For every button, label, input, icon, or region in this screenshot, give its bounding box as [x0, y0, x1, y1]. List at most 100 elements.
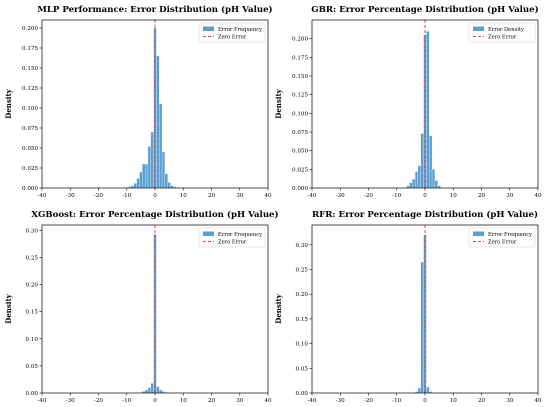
- histogram-bar: [409, 182, 413, 189]
- x-tick-label: -30: [66, 193, 75, 199]
- histogram-bar: [434, 180, 438, 189]
- x-tick-label: 10: [450, 193, 458, 199]
- histogram-bar: [429, 135, 433, 189]
- histogram-bar: [147, 146, 151, 189]
- legend-box: [468, 227, 536, 248]
- histogram-bar: [417, 387, 421, 394]
- x-tick-label: -20: [94, 398, 103, 404]
- x-tick-label: -30: [336, 398, 345, 404]
- y-tick-label: 0.20: [296, 292, 309, 298]
- y-tick-label: 0.050: [22, 146, 38, 152]
- histogram-bar: [156, 386, 160, 394]
- legend-line-label: Zero Error: [218, 35, 247, 41]
- histogram-bar: [133, 183, 137, 189]
- x-tick-label: 30: [506, 398, 514, 404]
- legend-bar-label: Error Density: [488, 27, 524, 33]
- histogram-bar: [159, 389, 163, 394]
- y-tick-label: 0.100: [22, 106, 38, 112]
- chart-title: GBR: Error Percentage Distribution (pH V…: [311, 4, 538, 15]
- y-tick-label: 0.025: [22, 166, 38, 172]
- legend-bar-swatch: [473, 26, 484, 31]
- y-axis-label: Density: [274, 88, 283, 118]
- histogram-bar: [161, 151, 166, 189]
- histogram-bar: [144, 389, 149, 394]
- x-tick-label: 40: [264, 398, 272, 404]
- y-tick-label: 0.175: [22, 46, 38, 52]
- x-tick-label: 40: [534, 193, 542, 199]
- x-tick-label: -10: [392, 398, 401, 404]
- legend-line-label: Zero Error: [218, 240, 247, 246]
- histogram-bar: [167, 182, 171, 189]
- x-tick-label: -40: [307, 193, 316, 199]
- y-tick-label: 0.050: [292, 149, 308, 155]
- x-tick-label: 20: [208, 193, 216, 199]
- y-tick-label: 0.000: [22, 186, 38, 192]
- y-tick-label: 0.15: [26, 310, 39, 316]
- y-tick-label: 0.10: [296, 342, 309, 348]
- legend: Error Frequency Zero Error: [198, 227, 266, 248]
- y-tick-label: 0.125: [22, 86, 38, 92]
- histogram-bar: [159, 103, 163, 189]
- histogram-bar: [164, 173, 168, 189]
- histogram-bar: [150, 383, 154, 394]
- chart-title: MLP Performance: Error Distribution (pH …: [37, 4, 272, 15]
- y-tick-label: 0.00: [26, 391, 39, 397]
- histogram-bar: [136, 178, 140, 189]
- histogram-bar: [414, 171, 419, 189]
- y-tick-label: 0.05: [296, 366, 309, 372]
- legend-bar-swatch: [203, 26, 214, 31]
- y-axis-label: Density: [4, 88, 13, 118]
- x-tick-label: -40: [37, 193, 46, 199]
- legend-box: [198, 22, 266, 43]
- y-tick-label: 0.20: [26, 283, 39, 289]
- y-tick-label: 0.150: [292, 74, 308, 80]
- x-tick-label: -20: [364, 193, 373, 199]
- x-tick-label: 30: [506, 193, 514, 199]
- x-tick-label: 20: [478, 398, 486, 404]
- legend-bar-label: Error Frequency: [218, 232, 262, 238]
- histogram-bar: [153, 234, 157, 394]
- y-tick-label: 0.100: [292, 111, 308, 117]
- x-tick-label: 0: [153, 398, 157, 404]
- histogram-bar: [142, 163, 146, 189]
- legend-bar-swatch: [203, 231, 214, 236]
- y-tick-label: 0.15: [296, 317, 309, 323]
- histogram-bar: [420, 133, 424, 189]
- chart-title: XGBoost: Error Percentage Distribution (…: [31, 209, 278, 220]
- y-tick-label: 0.00: [296, 391, 309, 397]
- histogram-bar: [147, 387, 151, 394]
- y-tick-label: 0.125: [292, 93, 308, 99]
- x-tick-label: -40: [37, 398, 46, 404]
- histogram-bar: [144, 163, 149, 189]
- y-tick-label: 0.10: [26, 337, 39, 343]
- x-tick-label: 30: [236, 398, 244, 404]
- y-tick-label: 0.05: [26, 364, 39, 370]
- y-tick-label: 0.075: [292, 130, 308, 136]
- y-axis-label: Density: [4, 293, 13, 323]
- x-tick-label: 0: [423, 398, 427, 404]
- histogram-bar: [150, 131, 154, 189]
- histogram-bar: [423, 234, 427, 394]
- histogram-bar: [426, 386, 430, 394]
- y-tick-label: 0.150: [22, 66, 38, 72]
- legend: Error Density Zero Error: [468, 22, 536, 43]
- y-tick-label: 0.200: [292, 37, 308, 43]
- legend: Error Frequency Zero Error: [468, 227, 536, 248]
- y-tick-label: 0.075: [22, 126, 38, 132]
- histogram-bar: [139, 171, 143, 189]
- x-tick-label: 40: [534, 398, 542, 404]
- y-tick-label: 0.025: [292, 167, 308, 173]
- chart-panel-4: RFR: Error Percentage Distribution (pH V…: [274, 209, 542, 404]
- legend-line-label: Zero Error: [488, 35, 517, 41]
- y-axis-label: Density: [274, 293, 283, 323]
- x-tick-label: 0: [423, 193, 427, 199]
- histogram-bar: [426, 31, 430, 189]
- x-tick-label: 20: [208, 398, 216, 404]
- chart-title: RFR: Error Percentage Distribution (pH V…: [312, 209, 538, 220]
- x-tick-label: -30: [66, 398, 75, 404]
- x-tick-label: 20: [478, 193, 486, 199]
- y-tick-label: 0.200: [22, 26, 38, 32]
- chart-panel-2: GBR: Error Percentage Distribution (pH V…: [274, 4, 542, 199]
- y-tick-label: 0.30: [26, 228, 39, 234]
